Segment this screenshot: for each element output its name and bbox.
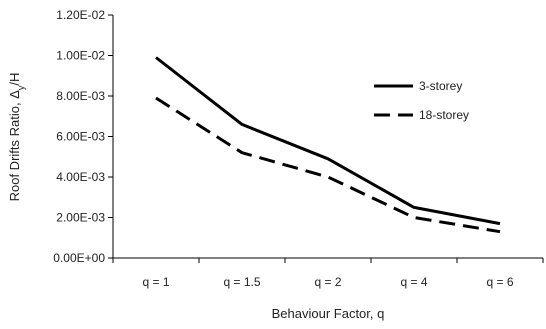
y-tick-label: 4.00E-03 <box>56 170 105 184</box>
y-axis-title: Roof Drifts Ratio, Δy/H <box>7 73 26 202</box>
x-tick-label: q = 6 <box>486 275 513 289</box>
y-axis-title-end: /H <box>7 73 22 86</box>
y-tick-label: 1.00E-02 <box>56 49 105 63</box>
y-tick-label: 8.00E-03 <box>56 89 105 103</box>
y-tick-label: 1.20E-02 <box>56 8 105 22</box>
y-tick-group: 0.00E+00 2.00E-03 4.00E-03 6.00E-03 8.00E-03… <box>53 8 113 265</box>
chart-axes <box>112 15 543 259</box>
legend-label: 3-storey <box>419 79 462 93</box>
series-group <box>155 56 501 234</box>
x-tick-label: q = 2 <box>314 275 341 289</box>
legend-label: 18-storey <box>419 108 469 122</box>
x-tick-label: q = 1 <box>142 275 169 289</box>
x-tick-label: q = 4 <box>400 275 427 289</box>
y-axis-title-subscript: y <box>16 85 26 90</box>
y-tick-label: 0.00E+00 <box>53 251 105 265</box>
y-tick-label: 6.00E-03 <box>56 130 105 144</box>
y-tick-label: 2.00E-03 <box>56 211 105 225</box>
legend: 3-storey 18-storey <box>374 79 469 122</box>
x-tick-group: q = 1 q = 1.5 q = 2 q = 4 q = 6 <box>112 258 544 289</box>
x-axis-title: Behaviour Factor, q <box>272 306 385 321</box>
series-line-3-storey <box>155 56 501 226</box>
x-tick-label: q = 1.5 <box>223 275 260 289</box>
y-axis-title-main: Roof Drifts Ratio, Δ <box>7 90 22 202</box>
series-line-18-storey <box>155 96 501 234</box>
